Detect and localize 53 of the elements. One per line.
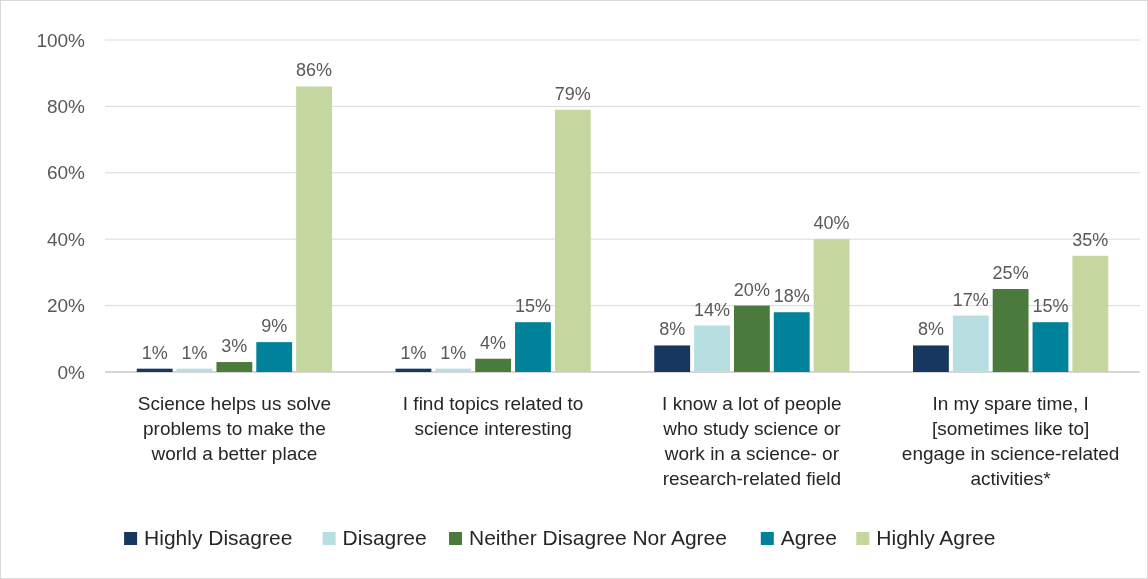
data-label: 1% — [181, 342, 208, 363]
y-tick-label: 60% — [46, 162, 86, 184]
bar — [654, 345, 691, 372]
data-label: 86% — [296, 60, 333, 81]
data-label: 9% — [261, 316, 288, 337]
data-label: 40% — [813, 213, 850, 234]
bar — [256, 342, 293, 372]
data-label: 3% — [221, 336, 248, 357]
x-tick-label: In my spare time, I [sometimes like to] engage in science-related activities* — [901, 393, 1120, 489]
data-label: 8% — [917, 319, 944, 340]
data-label: 15% — [1032, 296, 1069, 317]
x-tick-label: I find topics related to science interesting — [402, 393, 584, 439]
legend-label: Neither Disagree Nor Agree — [469, 526, 727, 549]
data-label: 18% — [773, 286, 810, 307]
bar — [435, 368, 472, 372]
data-label: 79% — [554, 83, 591, 104]
data-label: 15% — [514, 296, 551, 317]
bar — [694, 325, 730, 372]
legend-label: Highly Agree — [876, 526, 996, 549]
bar — [1032, 322, 1069, 372]
x-tick-label: Science helps us solve problems to make the world a better place — [137, 393, 332, 464]
y-tick-label: 0% — [57, 361, 86, 383]
bar — [992, 289, 1029, 372]
data-label: 1% — [440, 342, 467, 363]
bar — [733, 305, 770, 372]
bar — [813, 239, 850, 372]
bar — [1072, 255, 1109, 372]
bar — [475, 358, 512, 372]
bar — [136, 368, 173, 372]
bar — [515, 322, 551, 372]
data-label: 17% — [952, 289, 989, 310]
bar — [952, 315, 989, 372]
bar — [913, 345, 949, 372]
legend-label: Disagree — [342, 526, 427, 549]
y-tick-label: 20% — [46, 295, 86, 317]
data-label: 25% — [992, 263, 1029, 283]
y-tick-label: 80% — [46, 96, 86, 118]
data-label: 4% — [480, 332, 507, 353]
y-tick-label: 100% — [36, 29, 86, 51]
x-tick-label: I know a lot of people who study science or work in a science- or research-related field — [662, 393, 842, 489]
data-label: 8% — [659, 319, 686, 340]
data-label: 1% — [141, 342, 168, 363]
data-label: 14% — [694, 299, 731, 320]
bar — [216, 362, 253, 372]
legend-label: Highly Disagree — [144, 526, 293, 549]
legend-label: Agree — [780, 526, 837, 549]
bar — [296, 86, 332, 372]
data-label: 35% — [1072, 229, 1109, 250]
y-tick-label: 40% — [46, 228, 86, 250]
bar — [554, 109, 591, 372]
data-label: 1% — [400, 342, 427, 363]
data-label: 20% — [733, 279, 770, 300]
bar — [773, 312, 810, 372]
